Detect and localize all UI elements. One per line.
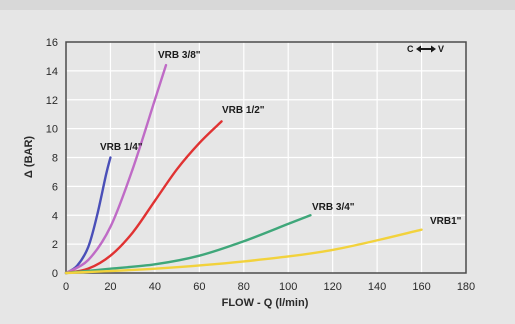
- series-label: VRB 1/4": [100, 142, 143, 153]
- series-lines: [64, 63, 423, 275]
- x-axis-title: FLOW - Q (l/min): [222, 297, 309, 309]
- series-line: [64, 228, 423, 275]
- series-line: [64, 156, 112, 275]
- x-tick-label: 140: [368, 281, 386, 293]
- flow-left-label: C: [407, 44, 414, 54]
- series-line: [64, 63, 168, 275]
- x-tick-label: 120: [323, 281, 341, 293]
- y-tick-label: 4: [52, 210, 58, 222]
- series-label: VRB1": [430, 216, 462, 227]
- y-tick-label: 12: [46, 95, 58, 107]
- series-line: [64, 120, 223, 275]
- x-tick-label: 180: [457, 281, 475, 293]
- flow-right-label: V: [438, 44, 444, 54]
- y-tick-label: 14: [46, 66, 58, 78]
- x-tick-label: 20: [104, 281, 116, 293]
- y-tick-label: 0: [52, 268, 58, 280]
- x-tick-label: 160: [412, 281, 430, 293]
- x-tick-label: 80: [238, 281, 250, 293]
- y-tick-label: 10: [46, 124, 58, 136]
- flow-direction-legend: C V: [407, 44, 444, 54]
- y-tick-label: 8: [52, 153, 58, 165]
- series-label: VRB 3/4": [312, 202, 355, 213]
- tick-labels: 0 20 40 60 80 100 120 140 160 180 0 2 4 6 8 10 12 14 16: [46, 37, 475, 293]
- x-tick-label: 0: [63, 281, 69, 293]
- double-arrow-icon: [416, 45, 436, 53]
- series-line: [64, 214, 312, 275]
- x-tick-label: 60: [193, 281, 205, 293]
- x-tick-label: 40: [149, 281, 161, 293]
- plot-frame: [65, 41, 467, 274]
- x-tick-label: 100: [279, 281, 297, 293]
- y-axis-title: Δ (BAR): [23, 136, 35, 178]
- top-strip: [0, 0, 515, 10]
- y-tick-label: 16: [46, 37, 58, 49]
- y-tick-label: 6: [52, 181, 58, 193]
- series-label: VRB 1/2": [222, 105, 265, 116]
- series-labels: VRB 1/4" VRB 3/8" VRB 1/2" VRB 3/4" VRB1": [100, 50, 462, 227]
- y-tick-label: 2: [52, 239, 58, 251]
- series-label: VRB 3/8": [158, 50, 201, 61]
- grid-lines: [65, 41, 467, 274]
